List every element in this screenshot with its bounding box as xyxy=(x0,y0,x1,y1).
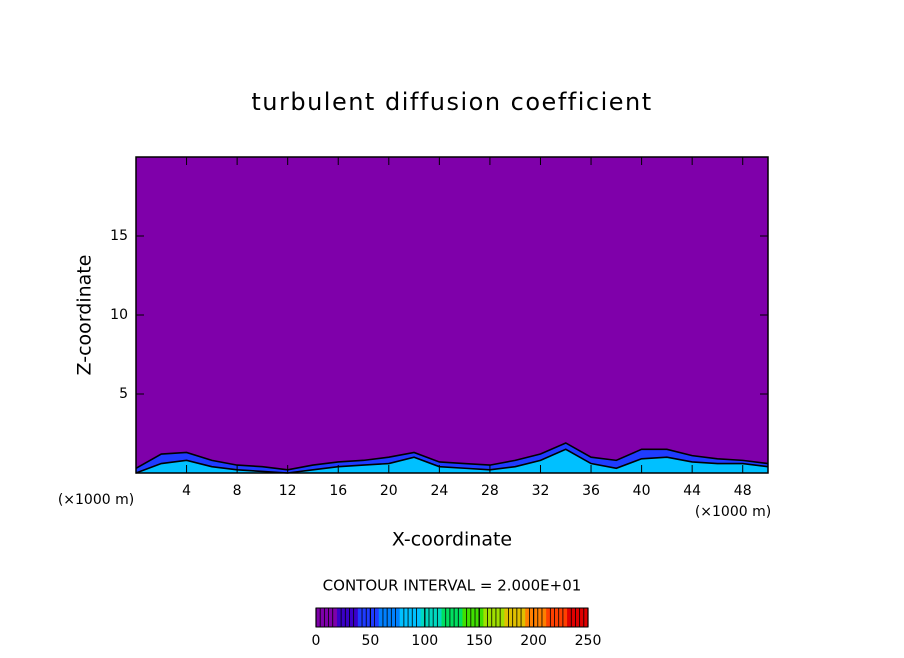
colorbar-swatch xyxy=(546,608,568,627)
colorbar-swatch xyxy=(316,608,338,627)
y-tick-label: 10 xyxy=(110,307,128,323)
x-tick-label: 44 xyxy=(683,483,701,499)
x-unit-label: (×1000 m) xyxy=(58,492,134,508)
x-unit-label: (×1000 m) xyxy=(695,504,771,520)
contour-line xyxy=(135,442,769,471)
x-tick-label: 24 xyxy=(430,483,448,499)
x-tick-label: 40 xyxy=(633,483,651,499)
x-tick-label: 16 xyxy=(329,483,347,499)
colorbar-swatch xyxy=(567,608,589,627)
x-tick-label: 48 xyxy=(734,483,752,499)
colorbar-swatch xyxy=(441,608,463,627)
colorbar-swatch xyxy=(399,608,422,627)
contour-fill xyxy=(136,442,768,473)
y-tick-label: 5 xyxy=(119,386,128,402)
colorbar-tick-label: 50 xyxy=(361,633,379,649)
colorbar-tick-label: 100 xyxy=(411,633,438,649)
colorbar-swatch xyxy=(525,608,547,627)
x-tick-label: 28 xyxy=(481,483,499,499)
plot-background xyxy=(136,157,768,473)
colorbar-swatch xyxy=(357,608,380,627)
colorbar-swatch xyxy=(336,608,359,627)
x-axis-label: X-coordinate xyxy=(392,529,512,551)
colorbar-tick-label: 200 xyxy=(520,633,547,649)
contour-interval: CONTOUR INTERVAL = 2.000E+01 xyxy=(323,577,582,595)
colorbar-tick-label: 250 xyxy=(575,633,602,649)
x-tick-label: 32 xyxy=(532,483,550,499)
colorbar-tick-label: 150 xyxy=(466,633,493,649)
colorbar-tick-label: 0 xyxy=(312,633,321,649)
contour-line xyxy=(135,448,769,474)
chart-title: turbulent diffusion coefficient xyxy=(251,88,652,116)
x-tick-label: 36 xyxy=(582,483,600,499)
colorbar-swatch xyxy=(504,608,526,627)
x-tick-label: 12 xyxy=(279,483,297,499)
colorbar-swatch xyxy=(462,608,484,627)
colorbar-swatch xyxy=(378,608,401,627)
y-tick-label: 15 xyxy=(110,228,128,244)
x-tick-label: 20 xyxy=(380,483,398,499)
colorbar-swatch xyxy=(483,608,505,627)
x-tick-label: 8 xyxy=(233,483,242,499)
colorbar-swatch xyxy=(420,608,443,627)
x-tick-label: 4 xyxy=(182,483,191,499)
y-axis-label: Z-coordinate xyxy=(74,255,96,376)
